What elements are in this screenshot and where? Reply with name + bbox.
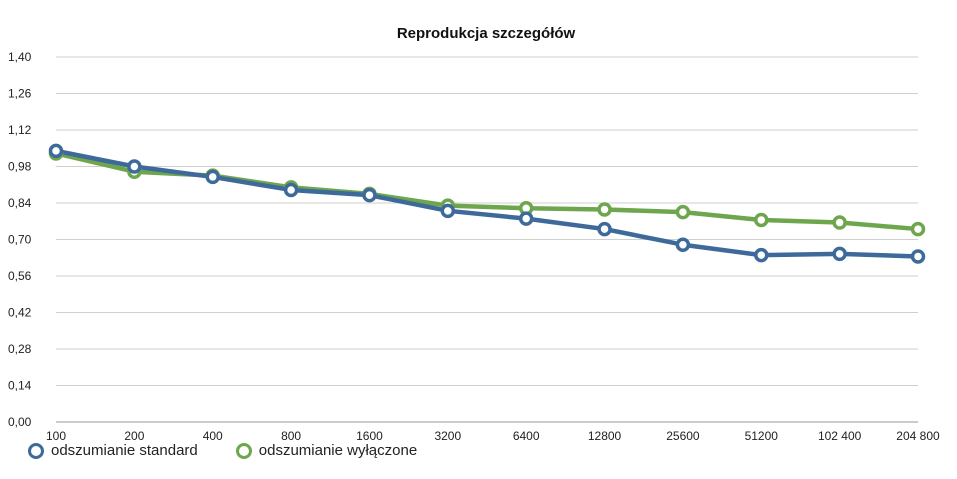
legend-marker-disabled xyxy=(235,442,252,459)
data-point-series-0 xyxy=(675,237,691,252)
data-point-series-1 xyxy=(597,202,612,217)
data-point-series-1 xyxy=(675,204,691,220)
legend-label-standard: odszumianie standard xyxy=(51,442,198,459)
x-tick-label: 6400 xyxy=(513,429,540,443)
legend-marker-standard xyxy=(28,442,44,459)
series-lines xyxy=(53,148,921,259)
y-tick-label: 0,14 xyxy=(8,379,32,393)
y-tick-label: 1,40 xyxy=(8,50,32,64)
data-point-series-0 xyxy=(440,203,456,219)
x-tick-label: 25600 xyxy=(666,429,700,443)
data-point-series-0 xyxy=(283,182,299,198)
y-tick-label: 0,42 xyxy=(8,306,32,320)
x-tick-label: 3200 xyxy=(434,429,461,443)
y-tick-label: 1,26 xyxy=(8,87,32,101)
series-points xyxy=(48,143,926,264)
data-point-series-1 xyxy=(910,221,926,237)
y-tick-label: 0,00 xyxy=(8,415,32,429)
x-tick-label: 100 xyxy=(46,429,66,443)
x-tick-label: 204 800 xyxy=(896,429,940,443)
x-tick-label: 200 xyxy=(124,429,144,443)
series-line-1 xyxy=(53,151,921,232)
y-tick-label: 0,98 xyxy=(8,160,32,174)
y-tick-label: 0,84 xyxy=(8,196,32,210)
data-point-series-0 xyxy=(518,211,534,226)
x-tick-label: 400 xyxy=(203,429,223,443)
data-point-series-0 xyxy=(205,169,220,185)
y-tick-label: 0,56 xyxy=(8,269,32,283)
y-tick-label: 1,12 xyxy=(8,123,32,137)
legend-item-standard: odszumianie standard xyxy=(28,442,198,459)
data-point-series-0 xyxy=(362,187,377,203)
data-point-series-1 xyxy=(832,215,847,230)
x-tick-label: 800 xyxy=(281,429,301,443)
x-tick-label: 51200 xyxy=(745,429,779,443)
data-point-series-0 xyxy=(48,143,64,159)
data-point-series-0 xyxy=(127,159,142,174)
x-tick-label: 102 400 xyxy=(818,429,862,443)
x-axis-ticks: 100 200 400 800 1600 3200 6400 12800 25600 51200 1… xyxy=(46,429,940,443)
data-point-series-0 xyxy=(754,247,769,263)
grid-lines xyxy=(56,56,918,423)
legend-item-disabled: odszumianie wyłączone xyxy=(235,442,418,459)
x-tick-label: 1600 xyxy=(356,429,383,443)
chart-title: Reprodukcja szczegółów xyxy=(397,25,576,42)
series-line-0 xyxy=(53,148,921,259)
y-tick-label: 0,70 xyxy=(8,233,32,247)
data-point-series-0 xyxy=(832,246,847,262)
data-point-series-0 xyxy=(910,249,926,264)
data-point-series-0 xyxy=(597,221,612,237)
x-tick-label: 12800 xyxy=(588,429,622,443)
data-point-series-1 xyxy=(754,212,769,228)
y-axis-ticks: 0,00 0,14 0,28 0,42 0,56 0,70 0,84 0,98 1,12 1,26… xyxy=(8,50,32,429)
legend-label-disabled: odszumianie wyłączone xyxy=(258,442,418,459)
y-tick-label: 0,28 xyxy=(8,342,32,356)
legend: odszumianie standard odszumianie wyłączo… xyxy=(28,442,455,459)
